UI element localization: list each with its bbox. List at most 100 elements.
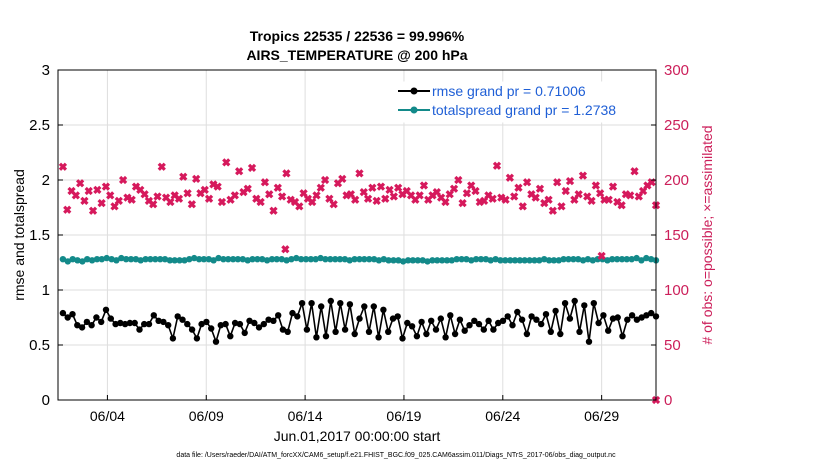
totalspread-point (647, 256, 655, 263)
obs-assimilated-point (544, 195, 553, 204)
totalspread-point (98, 256, 106, 263)
totalspread-point (254, 256, 261, 263)
totalspread-point (385, 257, 392, 264)
rmse-point (136, 326, 143, 333)
obs-assimilated-point (449, 184, 459, 193)
rmse-point (318, 303, 325, 310)
totalspread-point (356, 256, 363, 263)
rmse-point (88, 322, 95, 329)
rmse-point (619, 333, 626, 340)
totalspread-point (424, 258, 431, 265)
rmse-point (428, 317, 435, 324)
rmse-point (542, 311, 550, 318)
rmse-point (523, 330, 531, 338)
rmse-point (514, 308, 521, 316)
obs-assimilated-point (355, 169, 364, 178)
rmse-point (59, 309, 67, 317)
series-layer (58, 158, 661, 405)
y-right-tick-label: 200 (664, 172, 689, 189)
obs-assimilated-point (381, 194, 390, 203)
obs-assimilated-point (269, 206, 278, 215)
obs-assimilated-point (510, 192, 519, 201)
obs-assimilated-point (63, 205, 72, 214)
totalspread-point (366, 256, 373, 263)
obs-assimilated-point (557, 202, 566, 211)
obs-assimilated-point (256, 197, 265, 207)
totalspread-point (463, 256, 470, 263)
data-file-footer: data file: /Users/raeder/DAI/ATM_forcXX/… (176, 452, 616, 459)
rmse-point (341, 326, 349, 333)
rmse-point (547, 328, 554, 335)
totalspread-point (249, 256, 256, 263)
totalspread-point (531, 257, 538, 264)
obs-assimilated-outlier (281, 245, 290, 254)
rmse-point (212, 338, 220, 345)
obs-assimilated-point (565, 176, 575, 186)
rmse-point (117, 319, 124, 327)
rmse-point (121, 320, 129, 328)
rmse-point (251, 319, 258, 327)
obs-assimilated-point (192, 174, 201, 184)
obs-assimilated-point (93, 185, 102, 195)
rmse-point (165, 322, 172, 329)
totalspread-point (283, 257, 290, 264)
totalspread-point (560, 256, 567, 263)
obs-assimilated-point (153, 192, 162, 201)
obs-assimilated-point (295, 202, 304, 211)
obs-assimilated-point (458, 198, 467, 208)
obs-assimilated-point (419, 181, 429, 190)
totalspread-point (79, 258, 86, 265)
rmse-point (279, 326, 287, 333)
obs-assimilated-point (76, 179, 85, 188)
rmse-point (337, 300, 344, 307)
rmse-point (126, 319, 134, 327)
y-right-tick-label: 250 (664, 117, 689, 134)
rmse-point (231, 319, 239, 327)
legend-box (395, 81, 653, 123)
totalspread-point (166, 257, 174, 264)
x-tick-label: 06/29 (584, 408, 619, 424)
rmse-point (246, 317, 253, 324)
y-axis-right-label: # of obs: o=possible; ×=assimilated (699, 125, 715, 344)
totalspread-point (370, 256, 378, 263)
totalspread-point (103, 254, 110, 262)
x-tick-label: 06/24 (485, 408, 520, 424)
obs-assimilated-point (213, 182, 222, 191)
totalspread-point (638, 257, 645, 264)
y-tick-label: 2.5 (29, 117, 50, 134)
obs-assimilated-point (118, 175, 128, 185)
totalspread-point (336, 256, 344, 263)
totalspread-point (414, 257, 421, 264)
rmse-point (471, 317, 478, 324)
totalspread-point (210, 257, 217, 264)
obs-assimilated-point (492, 161, 502, 170)
obs-assimilated-point (97, 198, 106, 208)
chart-subtitle: AIRS_TEMPERATURE @ 200 hPa (246, 47, 467, 63)
rmse-point (289, 309, 296, 317)
totalspread-point (516, 257, 524, 264)
rmse-point (561, 300, 569, 307)
totalspread-point (84, 256, 91, 263)
totalspread-point (541, 256, 548, 263)
obs-assimilated-point (488, 194, 497, 203)
totalspread-point (278, 256, 285, 263)
totalspread-point (409, 257, 417, 264)
obs-assimilated-point (243, 184, 252, 193)
totalspread-point (215, 254, 222, 262)
obs-assimilated-point (80, 196, 89, 206)
obs-assimilated-point (604, 195, 613, 204)
obs-assimilated-point (222, 158, 231, 167)
totalspread-point (234, 256, 242, 263)
obs-assimilated-point (157, 162, 166, 171)
rmse-point (600, 312, 607, 319)
totalspread-point (443, 257, 451, 264)
rmse-point (227, 333, 234, 340)
totalspread-point (434, 257, 441, 264)
totalspread-point (74, 257, 81, 264)
rmse-point (461, 327, 468, 334)
rmse-point (98, 318, 105, 326)
obs-assimilated-point (71, 191, 80, 200)
obs-assimilated-point (351, 195, 360, 204)
y-right-tick-label: 100 (664, 282, 689, 299)
rmse-point (284, 328, 291, 335)
